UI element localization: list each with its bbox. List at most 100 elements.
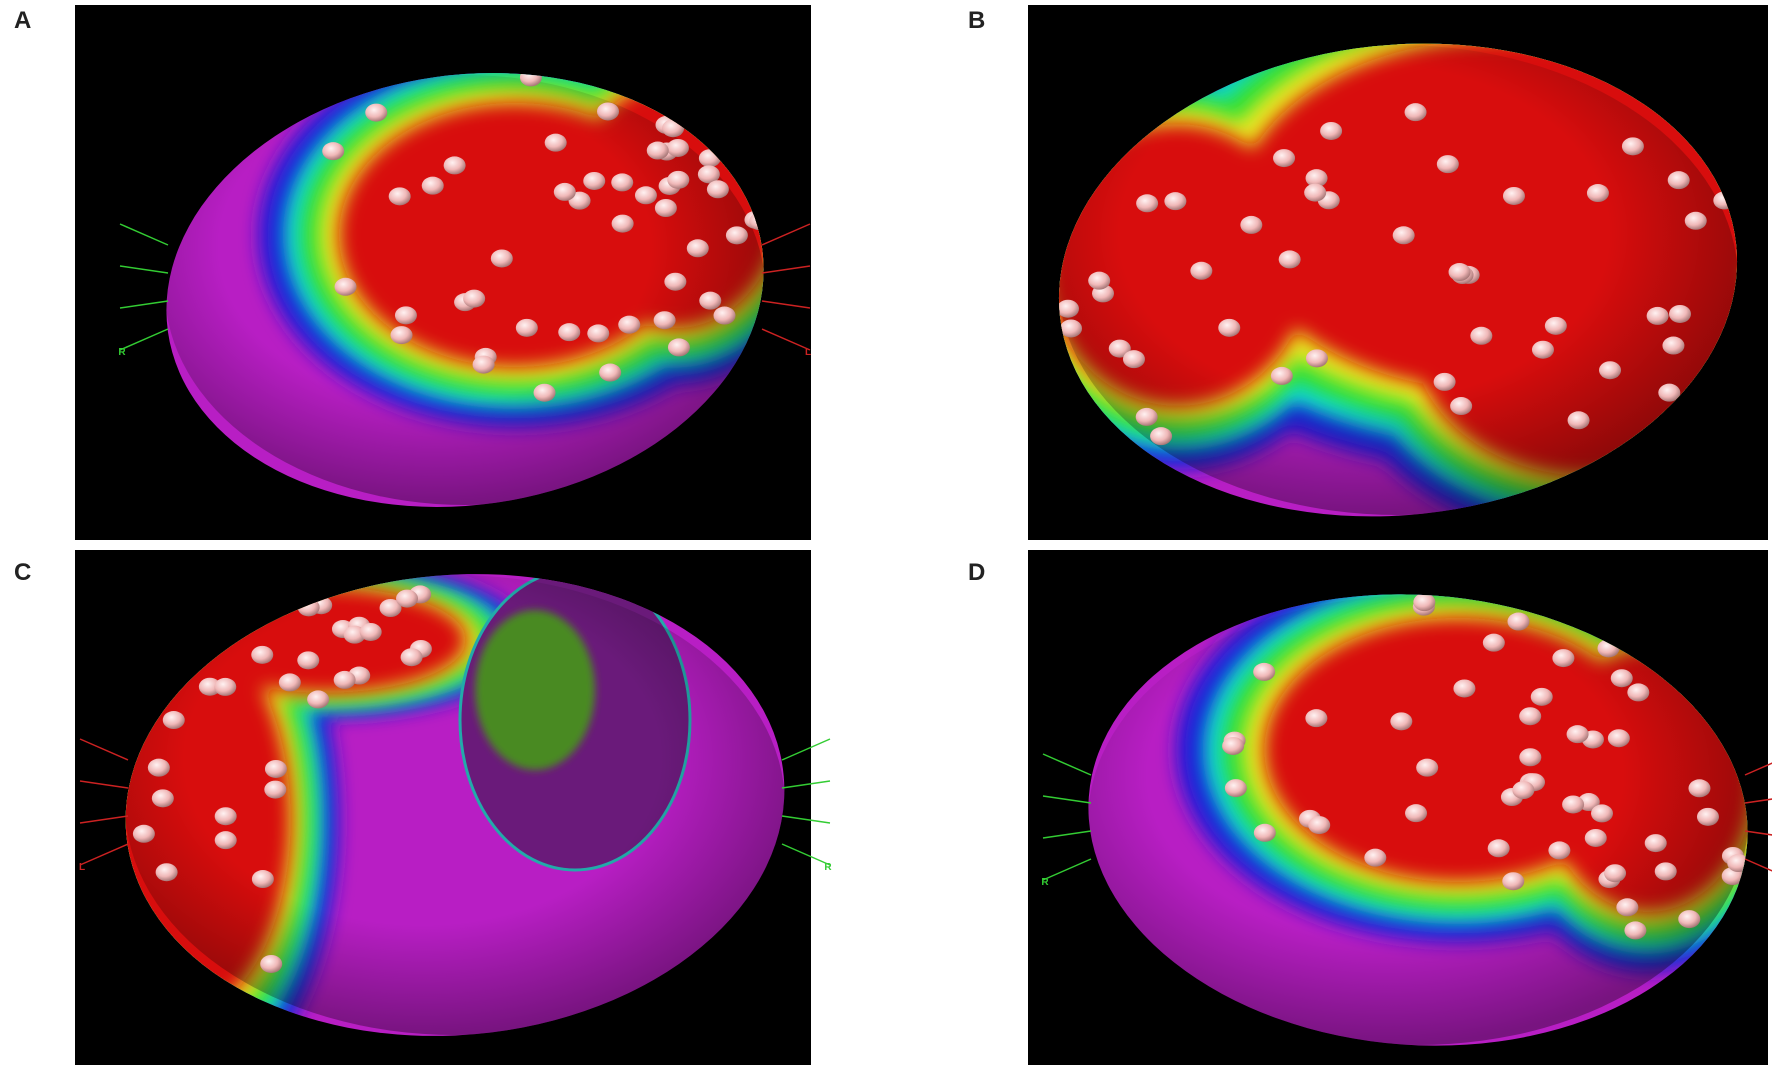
electrode-point: [1450, 397, 1473, 416]
electrode-point: [1688, 779, 1711, 798]
axis-tick: [761, 223, 811, 246]
electrode-point: [686, 239, 709, 258]
electrode-point: [1604, 864, 1627, 883]
shading: [1058, 45, 1738, 515]
electrode-point: [162, 711, 185, 730]
electrode-point: [1658, 383, 1681, 402]
electrode-point: [1644, 834, 1667, 853]
electrode-point: [611, 214, 634, 233]
panel: RL: [1028, 550, 1772, 1065]
panel-label: B: [968, 7, 985, 34]
electrode-point: [1607, 729, 1630, 748]
orientation-label: L: [79, 862, 85, 873]
electrode-point: [1273, 149, 1296, 168]
electrode-point: [1433, 372, 1456, 391]
axis-tick: [79, 815, 129, 824]
electrode-point: [214, 677, 237, 696]
electrode-point: [1667, 171, 1690, 190]
electrode-point: [251, 870, 274, 889]
electrode-point: [334, 277, 357, 296]
electrode-point: [1304, 183, 1327, 202]
axis-tick: [79, 780, 129, 789]
electrode-point: [1390, 712, 1413, 731]
electrode-point: [1405, 804, 1428, 823]
electrode-point: [1270, 366, 1293, 385]
axis-tick: [119, 328, 169, 351]
electrode-point: [198, 677, 221, 696]
electrode-point: [1436, 155, 1459, 174]
electrode-point: [634, 186, 657, 205]
electrode-point: [1502, 186, 1525, 205]
orientation-label: L: [805, 347, 811, 358]
electrode-point: [654, 199, 677, 218]
electrode-point: [214, 807, 237, 826]
electrode-point: [1392, 226, 1415, 245]
electrode-point: [1610, 669, 1633, 688]
electrode-point: [1308, 816, 1331, 835]
electrode-point: [1364, 848, 1387, 867]
electrode-point: [587, 324, 610, 343]
electrode-point: [1305, 349, 1328, 368]
electrode-point: [599, 363, 622, 382]
electrode-point: [1519, 748, 1542, 767]
electrode-point: [1616, 898, 1639, 917]
electrode-point: [558, 323, 581, 342]
electrode-point: [1502, 872, 1525, 891]
axis-tick: [781, 780, 831, 789]
electrode-point: [618, 315, 641, 334]
electrode-point: [1413, 593, 1436, 612]
electrode-point: [151, 789, 174, 808]
electrode-point: [533, 383, 556, 402]
electrode-point: [251, 645, 274, 664]
electrode-point: [264, 759, 287, 778]
electrode-point: [1646, 306, 1669, 325]
electrode-point: [1662, 336, 1685, 355]
electrode-point: [463, 289, 486, 308]
axis-tick: [781, 815, 831, 824]
electrode-point: [544, 133, 567, 152]
axis-tick: [79, 843, 129, 866]
electrode-point: [147, 758, 170, 777]
electrode-point: [583, 171, 606, 190]
electrode-point: [390, 326, 413, 345]
axis-tick: [1042, 795, 1092, 804]
electrode-point: [713, 306, 736, 325]
electrode-point: [490, 249, 513, 268]
electrode-point: [1240, 215, 1263, 234]
axis-tick: [761, 265, 811, 274]
electrode-point: [1530, 687, 1553, 706]
axis-tick: [781, 843, 831, 866]
electrode-point: [1416, 758, 1439, 777]
electrode-point: [297, 651, 320, 670]
electrode-point: [1531, 340, 1554, 359]
electrode-point: [1684, 211, 1707, 230]
panel: [1028, 5, 1768, 540]
electrode-point: [396, 589, 419, 608]
axis-tick: [1744, 830, 1772, 836]
electrode-point: [1224, 779, 1247, 798]
electrode-point: [1470, 326, 1493, 345]
electrode-point: [1562, 795, 1585, 814]
electrode-point: [1404, 103, 1427, 122]
electrode-point: [443, 156, 466, 175]
electrode-point: [1567, 411, 1590, 430]
electrode-point: [307, 690, 330, 709]
electrode-point: [1253, 823, 1276, 842]
electrode-point: [1136, 194, 1159, 213]
panel-label: A: [14, 7, 31, 34]
electrode-point: [515, 318, 538, 337]
electrode-point: [322, 142, 345, 161]
electrode-point: [706, 180, 729, 199]
electrode-point: [214, 831, 237, 850]
electrode-point: [1305, 169, 1328, 188]
electrode-point: [1519, 707, 1542, 726]
electrode-point: [1591, 804, 1614, 823]
electrode-point: [264, 780, 287, 799]
electrode-point: [1135, 407, 1158, 426]
electrode-point: [667, 338, 690, 357]
electrode-point: [278, 673, 301, 692]
electrode-point: [1696, 807, 1719, 826]
axis-tick: [1042, 830, 1092, 839]
electrode-point: [472, 355, 495, 374]
